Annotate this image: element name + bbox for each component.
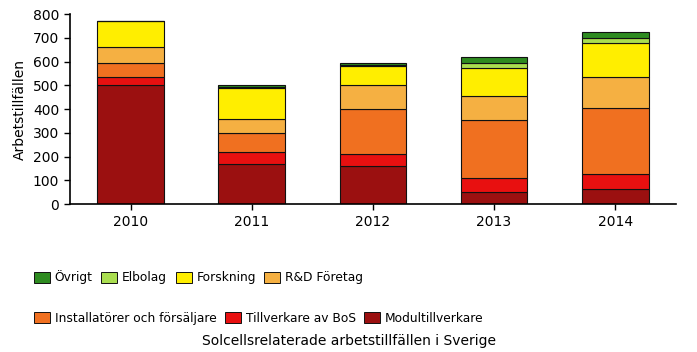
Bar xyxy=(339,154,406,166)
Bar xyxy=(339,86,406,109)
Bar xyxy=(218,133,285,152)
Bar xyxy=(582,43,648,77)
Bar xyxy=(98,63,164,77)
Bar xyxy=(582,189,648,204)
Bar xyxy=(461,68,528,96)
Bar xyxy=(339,109,406,154)
Bar xyxy=(461,57,528,63)
Bar xyxy=(339,63,406,65)
Bar xyxy=(461,96,528,120)
Bar xyxy=(582,38,648,43)
Bar xyxy=(461,63,528,68)
Bar xyxy=(98,86,164,204)
Bar xyxy=(218,87,285,88)
Bar xyxy=(218,152,285,164)
Bar xyxy=(98,77,164,86)
Bar xyxy=(218,88,285,119)
Bar xyxy=(461,178,528,192)
Legend: Installatörer och försäljare, Tillverkare av BoS, Modultillverkare: Installatörer och försäljare, Tillverkar… xyxy=(34,312,484,325)
Legend: Övrigt, Elbolag, Forskning, R&D Företag: Övrigt, Elbolag, Forskning, R&D Företag xyxy=(34,270,363,284)
Bar xyxy=(98,47,164,63)
Bar xyxy=(339,166,406,204)
Bar xyxy=(582,77,648,108)
Bar xyxy=(461,192,528,204)
Y-axis label: Arbetstillfällen: Arbetstillfällen xyxy=(13,59,27,159)
Bar xyxy=(582,32,648,38)
Bar xyxy=(461,120,528,178)
Bar xyxy=(218,119,285,133)
Bar xyxy=(339,65,406,67)
Bar xyxy=(98,21,164,48)
Bar xyxy=(339,67,406,86)
Bar xyxy=(582,108,648,175)
Bar xyxy=(582,175,648,189)
Bar xyxy=(218,86,285,87)
Bar xyxy=(218,164,285,204)
Text: Solcellsrelaterade arbetstillfällen i Sverige: Solcellsrelaterade arbetstillfällen i Sv… xyxy=(201,334,496,348)
